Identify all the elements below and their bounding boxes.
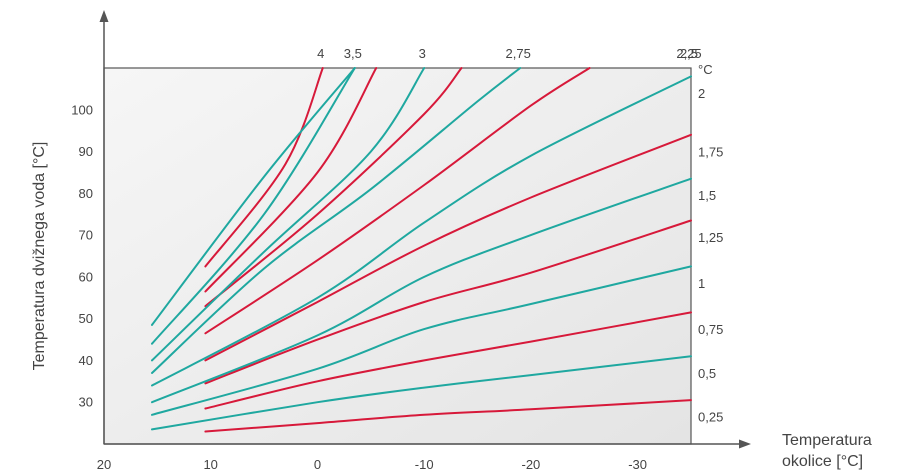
right-curve-labels: 2 1,75 1,5 1,25 1 0,75 0,5 0,25 [698, 86, 723, 425]
top-curve-label: 3 [419, 46, 426, 61]
series-line-16 [151, 67, 356, 326]
top-curve-label: 3,5 [344, 46, 362, 61]
top-curve-label: 2,25 [676, 46, 701, 61]
right-curve-label: 0,5 [698, 366, 716, 381]
right-curve-label: 2 [698, 86, 705, 101]
series-group [151, 67, 692, 433]
right-curve-label: 1,5 [698, 188, 716, 203]
right-curve-label: 1,25 [698, 230, 723, 245]
y-tick-label: 90 [79, 144, 93, 159]
y-tick-label: 80 [79, 186, 93, 201]
x-tick-label: -20 [522, 457, 541, 471]
right-curve-label: 0,75 [698, 322, 723, 337]
y-tick-label: 40 [79, 353, 93, 368]
x-tick-label: 10 [203, 457, 217, 471]
top-curve-label: 4 [317, 46, 324, 61]
right-curve-label: 1,75 [698, 144, 723, 159]
y-tick-labels: 30 40 50 60 70 80 90 100 [71, 102, 93, 409]
series-line-15 [204, 67, 324, 268]
series-line-11 [204, 67, 463, 308]
series-line-1 [204, 399, 692, 433]
x-axis-arrow [739, 439, 751, 449]
series-line-6 [151, 177, 692, 404]
series-line-2 [151, 355, 692, 431]
y-tick-label: 30 [79, 395, 93, 410]
y-tick-label: 100 [71, 102, 93, 117]
x-tick-label: 0 [314, 457, 321, 471]
right-unit-label: °C [698, 62, 713, 77]
series-line-3 [204, 311, 692, 410]
y-axis-title: Temperatura dvižnega voda [°C] [31, 142, 48, 371]
x-tick-label: 20 [97, 457, 111, 471]
plot-area [103, 67, 692, 445]
series-line-4 [151, 265, 692, 416]
x-tick-labels: 20 10 0 -10 -20 -30 [97, 457, 647, 471]
y-tick-label: 70 [79, 228, 93, 243]
right-curve-label: 1 [698, 276, 705, 291]
y-tick-label: 50 [79, 311, 93, 326]
x-tick-label: -30 [628, 457, 647, 471]
series-line-9 [204, 67, 591, 335]
top-curve-labels: 4 3,5 3 2,75 2,52,25 [317, 46, 701, 61]
series-line-12 [151, 67, 426, 362]
top-curve-label: 2,5 [680, 46, 698, 61]
series-line-7 [204, 133, 692, 362]
series-line-14 [151, 67, 356, 345]
series-line-8 [151, 75, 692, 387]
right-curve-label: 0,25 [698, 410, 723, 425]
x-tick-label: -10 [415, 457, 434, 471]
series-line-13 [204, 67, 378, 293]
series-line-10 [151, 67, 522, 374]
x-axis-title-line1: Temperatura [782, 432, 872, 449]
series-line-5 [204, 219, 692, 385]
y-axis-arrow [99, 10, 109, 22]
y-tick-label: 60 [79, 269, 93, 284]
top-curve-label: 2,75 [506, 46, 531, 61]
x-axis-title-line2: okolice [°C] [782, 453, 863, 470]
